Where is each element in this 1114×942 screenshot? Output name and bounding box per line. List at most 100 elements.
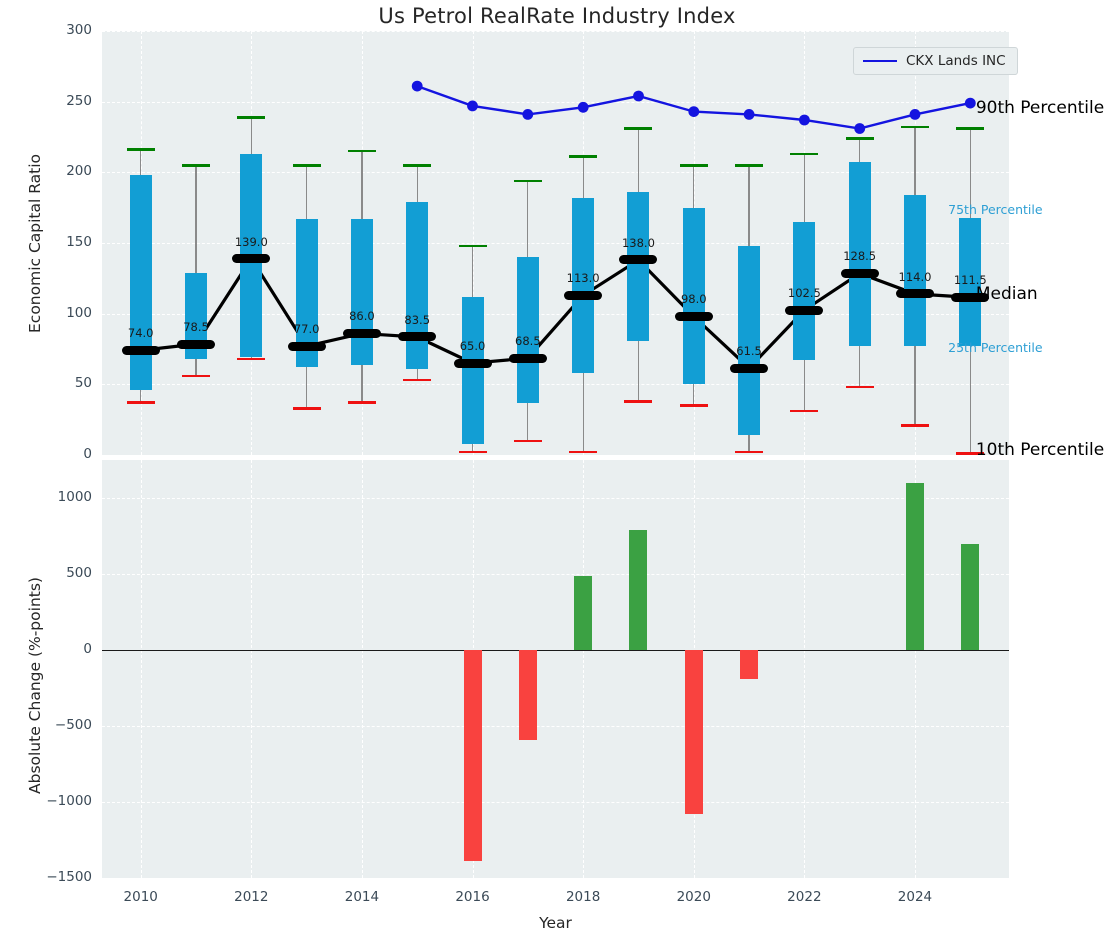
cap-90th-percentile: [735, 163, 764, 167]
box-iqr: [406, 202, 429, 369]
cap-10th-percentile: [347, 401, 376, 404]
x-tick-label: 2016: [455, 889, 490, 905]
legend[interactable]: CKX Lands INC: [853, 47, 1018, 75]
median-value-label: 74.0: [127, 326, 154, 341]
cap-90th-percentile: [347, 149, 376, 153]
y-tick-label-bottom: 1000: [57, 489, 92, 505]
cap-90th-percentile: [845, 137, 874, 140]
median-value-label: 68.5: [515, 334, 541, 349]
y-tick-label-bottom: 0: [83, 641, 92, 657]
median-value-label: 78.5: [183, 320, 209, 335]
cap-90th-percentile: [679, 163, 708, 167]
cap-90th-percentile: [403, 163, 432, 167]
box-iqr: [129, 175, 152, 390]
cap-10th-percentile: [292, 407, 321, 410]
box-iqr: [793, 221, 816, 361]
y-tick-label-top: 250: [66, 92, 92, 109]
median-value-label: 114.0: [898, 269, 932, 284]
cap-10th-percentile: [790, 409, 819, 413]
median-marker: [785, 305, 824, 315]
annotation-p10: 10th Percentile: [975, 439, 1105, 460]
median-value-label: 102.5: [787, 286, 821, 301]
x-tick-label: 2018: [565, 889, 601, 905]
gridline-horizontal: [102, 101, 1009, 103]
change-bar: [905, 482, 924, 650]
y-tick-label-bottom: −500: [54, 717, 92, 733]
median-marker: [342, 328, 381, 338]
box-iqr: [738, 245, 761, 436]
gridline-horizontal: [102, 313, 1009, 315]
x-tick-label: 2010: [123, 889, 158, 905]
cap-90th-percentile: [956, 127, 985, 130]
median-marker: [951, 292, 990, 302]
whisker-line: [195, 165, 197, 376]
median-marker: [619, 255, 658, 265]
gridline-vertical: [804, 460, 806, 878]
median-marker: [121, 345, 160, 355]
cap-90th-percentile: [126, 148, 155, 151]
cap-90th-percentile: [900, 125, 929, 129]
y-tick-label-top: 100: [66, 304, 92, 321]
annotation-p75: 75th Percentile: [948, 202, 1043, 218]
median-marker: [287, 341, 326, 351]
box-iqr: [516, 257, 539, 403]
x-tick-label: 2024: [897, 889, 933, 905]
x-tick-label: 2022: [787, 889, 822, 905]
median-value-label: 113.0: [566, 271, 600, 286]
chart-title: Us Petrol RealRate Industry Index: [378, 4, 736, 28]
gridline-horizontal: [102, 802, 1009, 803]
box-iqr: [682, 207, 705, 385]
annotation-median: Median: [975, 284, 1038, 305]
median-value-label: 65.0: [459, 339, 486, 354]
median-value-label: 77.0: [293, 322, 320, 337]
median-value-label: 128.5: [843, 249, 877, 264]
x-tick-label: 2012: [234, 889, 269, 905]
y-tick-label-top: 150: [66, 234, 92, 250]
x-tick-label: 2020: [676, 889, 711, 905]
zero-baseline: [102, 650, 1009, 651]
box-iqr: [461, 296, 484, 444]
cap-10th-percentile: [182, 374, 211, 378]
box-iqr: [627, 192, 650, 341]
change-bar: [518, 650, 537, 740]
cap-90th-percentile: [182, 163, 211, 167]
absolute-change-panel: [102, 460, 1009, 878]
annotation-p25: 25th Percentile: [948, 339, 1043, 355]
median-value-label: 139.0: [234, 234, 268, 249]
y-tick-label-bottom: −1500: [46, 869, 92, 885]
y-tick-label-bottom: 500: [66, 565, 92, 581]
gridline-horizontal: [102, 243, 1009, 244]
gridline-vertical: [361, 460, 363, 878]
gridline-horizontal: [102, 384, 1009, 386]
cap-90th-percentile: [237, 115, 266, 119]
median-value-label: 111.5: [953, 273, 987, 288]
cap-10th-percentile: [237, 357, 266, 361]
cap-90th-percentile: [569, 155, 598, 159]
median-marker: [564, 290, 603, 300]
gridline-horizontal: [102, 498, 1009, 499]
legend-line-swatch: [863, 60, 897, 62]
median-marker: [453, 358, 492, 368]
gridline-vertical: [583, 460, 585, 878]
median-value-label: 138.0: [621, 235, 655, 250]
y-tick-label-top: 50: [74, 375, 92, 392]
box-iqr: [572, 197, 595, 374]
cap-10th-percentile: [735, 450, 764, 454]
change-bar: [629, 529, 648, 650]
gridline-vertical: [251, 460, 253, 878]
median-marker: [674, 311, 713, 321]
gridline-vertical: [914, 460, 916, 878]
median-marker: [508, 353, 547, 363]
gridline-horizontal: [102, 172, 1009, 174]
median-value-label: 61.5: [736, 344, 762, 359]
legend-label-ckx: CKX Lands INC: [906, 53, 1006, 69]
gridline-horizontal: [102, 574, 1009, 575]
change-bar: [463, 650, 482, 862]
x-axis-label: Year: [539, 914, 572, 932]
cap-10th-percentile: [513, 439, 542, 443]
gridline-horizontal: [102, 31, 1009, 32]
cap-10th-percentile: [403, 378, 432, 382]
box-iqr: [350, 218, 373, 365]
median-marker: [177, 339, 216, 349]
